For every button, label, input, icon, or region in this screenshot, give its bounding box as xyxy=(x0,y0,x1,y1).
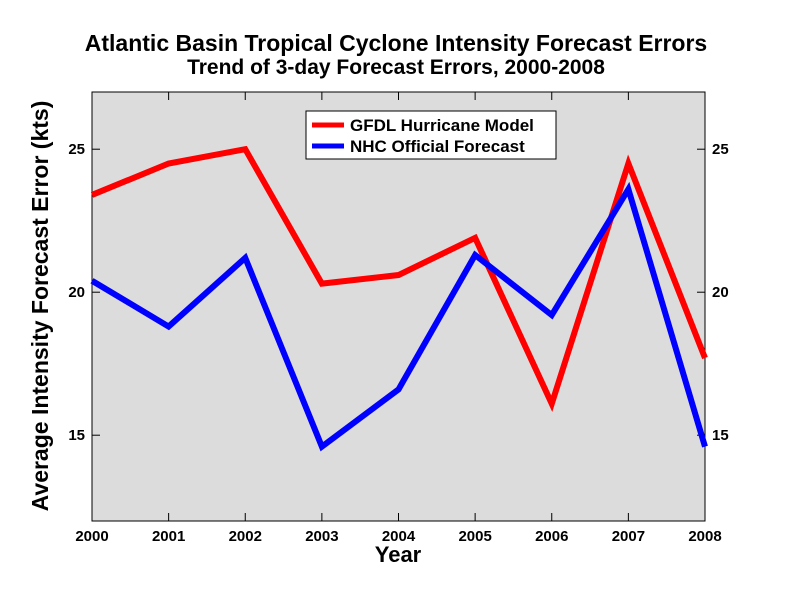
series-line-0 xyxy=(90,145,708,413)
x-tick-label: 2007 xyxy=(612,528,645,545)
y-tick-label-left: 25 xyxy=(68,141,85,158)
y-tick-label-left: 20 xyxy=(68,284,85,301)
series-layer xyxy=(90,145,708,452)
chart-title: Atlantic Basin Tropical Cyclone Intensit… xyxy=(84,30,708,56)
x-tick-label: 2003 xyxy=(305,528,338,545)
x-tick-label: 2002 xyxy=(229,528,262,545)
x-tick-label: 2001 xyxy=(152,528,185,545)
y-tick-label-right: 15 xyxy=(712,427,729,444)
y-axis-title: Average Intensity Forecast Error (kts) xyxy=(27,101,53,512)
x-tick-label: 2000 xyxy=(75,528,108,545)
x-axis-title: Year xyxy=(375,542,422,567)
series-line-1 xyxy=(90,181,708,452)
y-tick-label-left: 15 xyxy=(68,427,85,444)
legend-label-nhc: NHC Official Forecast xyxy=(350,137,525,156)
y-tick-label-right: 25 xyxy=(712,141,729,158)
chart-subtitle: Trend of 3-day Forecast Errors, 2000-200… xyxy=(187,56,605,79)
legend-box xyxy=(305,110,557,160)
legend: GFDL Hurricane Model NHC Official Foreca… xyxy=(305,110,557,160)
x-tick-label: 2005 xyxy=(458,528,491,545)
legend-label-gfdl: GFDL Hurricane Model xyxy=(350,116,534,135)
y-tick-label-right: 20 xyxy=(712,284,729,301)
x-tick-label: 2006 xyxy=(535,528,568,545)
x-tick-label: 2008 xyxy=(688,528,721,545)
x-tick-label: 2004 xyxy=(382,528,416,545)
ticks-layer: 2000 2001 2002 2003 2004 2005 2006 2007 2008 15 15… xyxy=(68,92,729,545)
